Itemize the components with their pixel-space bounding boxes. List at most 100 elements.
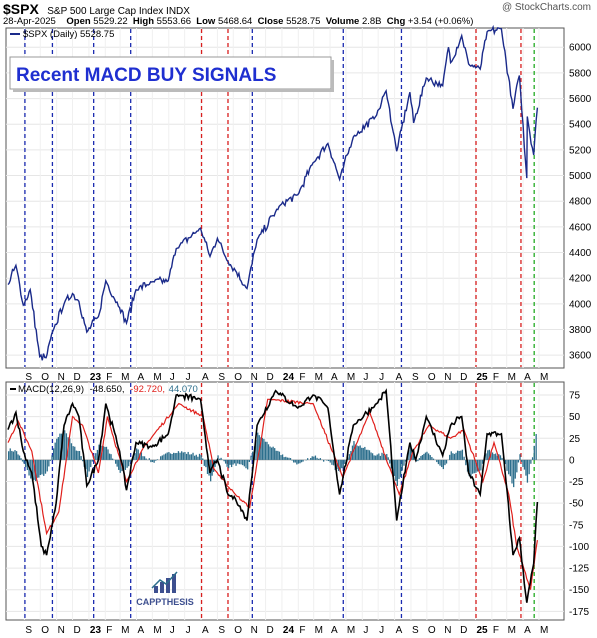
price-x-tick-label: S — [412, 372, 419, 383]
histogram-bar — [331, 459, 333, 465]
histogram-bar — [283, 457, 285, 460]
close-label: Close — [257, 16, 284, 27]
logo-arrow — [151, 571, 178, 589]
histogram-bar — [342, 459, 344, 468]
histogram-bar — [105, 446, 108, 460]
histogram-bar — [232, 459, 234, 465]
macd-x-tick-label: S — [412, 625, 419, 636]
histogram-bar — [381, 452, 383, 460]
histogram-bar — [478, 459, 480, 472]
histogram-bar — [260, 437, 262, 460]
high-label: High — [132, 16, 155, 27]
copyright-notice: @ StockCharts.com — [501, 2, 591, 13]
histogram-bar — [116, 459, 118, 467]
histogram-bar — [62, 432, 64, 460]
banner-shadow-bottom — [13, 89, 334, 92]
histogram-bar — [192, 452, 194, 460]
histogram-bar — [344, 459, 346, 465]
histogram-bar — [530, 459, 532, 464]
histogram-bar — [18, 455, 21, 460]
histogram-bar — [504, 459, 507, 465]
histogram-bar — [386, 453, 388, 460]
histogram-bar — [465, 459, 467, 466]
histogram-bar — [85, 459, 87, 470]
histogram-bar — [514, 459, 516, 479]
macd-y-tick-label: -25 — [569, 477, 584, 488]
price-x-axis: S O N D 23 F M A M J J A S O N D 24 F M A M J J A S O N D 25 F M A M — [25, 372, 548, 383]
histogram-bar — [250, 455, 252, 460]
histogram-bar — [493, 454, 495, 460]
price-y-tick-label: 4800 — [569, 197, 592, 208]
histogram-bar — [341, 459, 343, 469]
histogram-bar — [429, 455, 431, 460]
histogram-bar — [124, 459, 127, 470]
macd-x-tick-label: O — [41, 625, 49, 636]
index-name: S&P 500 Large Cap Index INDX — [47, 6, 190, 17]
price-x-tick-label: M — [315, 372, 323, 383]
histogram-bar — [437, 459, 440, 465]
histogram-bar — [245, 459, 247, 469]
logo-bar-3 — [166, 578, 170, 593]
macd-x-tick-label: S — [218, 625, 225, 636]
quote-date: 28-Apr-2025 — [3, 16, 56, 27]
histogram-bar — [179, 452, 181, 460]
histogram-bar — [263, 438, 265, 460]
histogram-bar — [488, 449, 491, 460]
histogram-bar — [227, 459, 230, 469]
histogram-bar — [418, 458, 421, 460]
histogram-bar — [31, 459, 34, 481]
macd-legend-hist: 44.070 — [169, 384, 198, 395]
price-x-tick-label: S — [25, 372, 32, 383]
price-x-tick-label: N — [58, 372, 65, 383]
histogram-bar — [108, 453, 111, 460]
macd-x-tick-label: F — [299, 625, 305, 636]
histogram-bar — [327, 459, 330, 462]
chart-header: $SPX S&P 500 Large Cap Index INDX — [3, 1, 563, 17]
histogram-bar — [176, 452, 178, 460]
histogram-bar — [123, 459, 125, 470]
histogram-bar — [348, 454, 351, 460]
histogram-bar — [145, 458, 147, 460]
histogram-bar — [257, 432, 259, 460]
histogram-bar — [74, 446, 76, 460]
histogram-bar — [453, 453, 456, 460]
price-y-tick-label: 6000 — [569, 43, 592, 54]
histogram-bar — [456, 450, 459, 460]
macd-x-tick-label: M — [540, 625, 548, 636]
histogram-bar — [531, 457, 534, 460]
histogram-bar — [403, 459, 405, 466]
histogram-bar — [485, 453, 487, 460]
macd-histogram — [8, 430, 537, 488]
histogram-bar — [190, 454, 193, 460]
histogram-bar — [487, 450, 489, 460]
logo-bar-2 — [160, 582, 164, 593]
histogram-bar — [184, 452, 186, 460]
price-y-tick-label: 4400 — [569, 248, 592, 259]
price-line — [7, 24, 539, 361]
price-x-tick-label: J — [379, 372, 384, 383]
price-y-axis: 3600 3800 4000 4200 4400 4600 4800 5000 5200 5400… — [569, 43, 592, 362]
macd-x-tick-label: N — [58, 625, 65, 636]
price-gridlines — [6, 28, 564, 368]
histogram-bar — [195, 454, 197, 460]
histogram-bar — [533, 445, 535, 460]
histogram-bar — [15, 451, 18, 460]
ticker-symbol: $SPX — [3, 1, 39, 17]
histogram-bar — [171, 453, 173, 460]
histogram-bar — [506, 459, 508, 471]
histogram-bar — [399, 459, 402, 477]
histogram-bar — [230, 459, 233, 468]
histogram-bar — [373, 455, 375, 460]
price-x-tick-label: J — [186, 372, 191, 383]
histogram-bar — [54, 442, 56, 460]
histogram-bar — [311, 456, 313, 460]
histogram-bar — [495, 453, 497, 460]
histogram-bar — [511, 459, 513, 484]
chg-label: Chg — [386, 16, 406, 27]
histogram-bar — [166, 452, 168, 460]
histogram-bar — [134, 453, 136, 460]
macd-x-tick-label: S — [25, 625, 32, 636]
histogram-bar — [229, 459, 231, 465]
histogram-bar — [155, 459, 157, 461]
high-value: 5553.66 — [156, 16, 192, 27]
